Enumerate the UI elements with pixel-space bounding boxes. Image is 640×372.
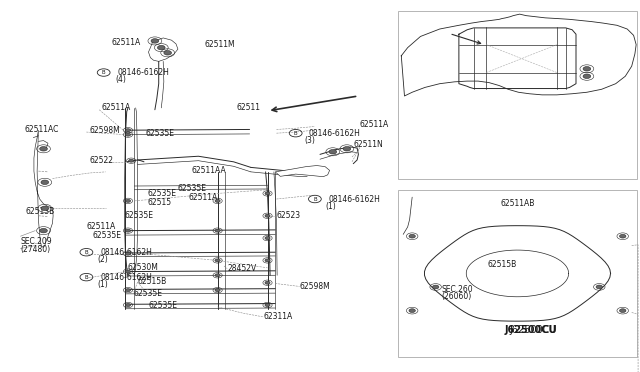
Bar [398,11,637,179]
Text: 62535E: 62535E [148,301,177,310]
Circle shape [125,304,131,307]
Circle shape [265,214,270,217]
Text: 62535E: 62535E [178,185,207,193]
Text: (4): (4) [115,76,126,84]
Text: 62311A: 62311A [264,312,293,321]
Text: 62598M: 62598M [300,282,330,291]
Polygon shape [34,130,53,247]
Circle shape [151,39,159,43]
Text: 62535E: 62535E [147,189,176,198]
Text: B: B [84,250,88,255]
Text: 28452V: 28452V [227,264,257,273]
Circle shape [125,199,131,202]
Text: J62500CU: J62500CU [509,326,557,335]
Circle shape [265,259,270,262]
Circle shape [265,192,270,195]
Text: B: B [102,70,106,75]
Text: 08146-6162H: 08146-6162H [100,248,152,257]
Circle shape [265,237,270,240]
Text: 08146-6162H: 08146-6162H [118,68,170,77]
Text: B: B [294,131,298,136]
Bar [398,190,637,357]
Text: 62515B: 62515B [138,278,167,286]
Text: 62515: 62515 [147,198,172,207]
Text: 62511A: 62511A [86,222,116,231]
Polygon shape [275,166,330,177]
Circle shape [215,259,220,262]
Circle shape [41,180,49,185]
Text: 62511AA: 62511AA [192,166,227,175]
Polygon shape [148,38,178,61]
Text: B: B [313,196,317,202]
Text: (1): (1) [97,280,108,289]
Text: 62511A: 62511A [112,38,141,47]
Text: 62530M: 62530M [128,263,159,272]
Text: 08146-6162H: 08146-6162H [329,195,381,203]
Text: 62511A: 62511A [101,103,131,112]
Text: 62598M: 62598M [90,126,120,135]
Text: 62522: 62522 [90,156,114,165]
Text: 62515B: 62515B [488,260,517,269]
Text: 62523: 62523 [276,211,301,219]
Circle shape [596,285,602,289]
Text: B: B [84,275,88,280]
Text: 08146-6162H: 08146-6162H [100,273,152,282]
Circle shape [329,150,337,154]
Circle shape [409,234,415,238]
Circle shape [409,309,415,312]
Circle shape [215,229,220,232]
Circle shape [343,147,351,151]
Text: 62511AB: 62511AB [500,199,535,208]
Circle shape [157,45,165,50]
Text: 08146-6162H: 08146-6162H [308,129,360,138]
Text: 62511AC: 62511AC [24,125,59,134]
Text: 62535E: 62535E [93,231,122,240]
Circle shape [125,229,131,232]
Text: 62513B: 62513B [26,207,55,216]
Circle shape [40,147,47,151]
Text: (3): (3) [304,136,315,145]
Circle shape [125,289,131,292]
Text: 62535E: 62535E [125,211,154,219]
Text: SEC.260: SEC.260 [442,285,473,294]
Circle shape [583,67,591,71]
Circle shape [215,274,220,277]
Circle shape [215,289,220,292]
Text: 62535E: 62535E [146,129,175,138]
Text: (2): (2) [97,255,108,264]
Circle shape [583,74,591,78]
Text: 62511N: 62511N [353,140,383,149]
Text: (27480): (27480) [20,245,51,254]
Text: 62535E: 62535E [133,289,162,298]
Text: (1): (1) [325,202,336,211]
Text: 62511A: 62511A [189,193,218,202]
Circle shape [125,252,131,255]
Text: (26060): (26060) [442,292,472,301]
Text: 62511: 62511 [237,103,261,112]
Circle shape [125,129,131,132]
Circle shape [433,285,439,289]
Text: 62511M: 62511M [205,40,236,49]
Circle shape [129,159,134,162]
Circle shape [164,51,172,55]
Circle shape [620,309,626,312]
Circle shape [125,133,131,136]
Circle shape [620,234,626,238]
Circle shape [125,270,131,273]
Circle shape [215,199,220,202]
Text: 62511A: 62511A [360,120,389,129]
Text: SEC.209: SEC.209 [20,237,52,246]
Text: J62500CU: J62500CU [504,326,557,335]
Circle shape [41,206,49,211]
Circle shape [265,304,270,307]
Circle shape [265,281,270,284]
Circle shape [40,228,47,233]
